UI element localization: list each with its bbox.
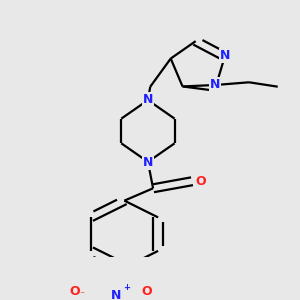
Text: N: N xyxy=(143,93,153,106)
Text: O: O xyxy=(70,285,80,298)
Text: N: N xyxy=(210,78,220,92)
Text: N: N xyxy=(220,49,230,62)
Text: ⁻: ⁻ xyxy=(80,290,85,300)
Text: N: N xyxy=(111,290,122,300)
Text: O: O xyxy=(195,175,206,188)
Text: +: + xyxy=(123,283,130,292)
Text: N: N xyxy=(143,156,153,169)
Text: O: O xyxy=(142,285,152,298)
